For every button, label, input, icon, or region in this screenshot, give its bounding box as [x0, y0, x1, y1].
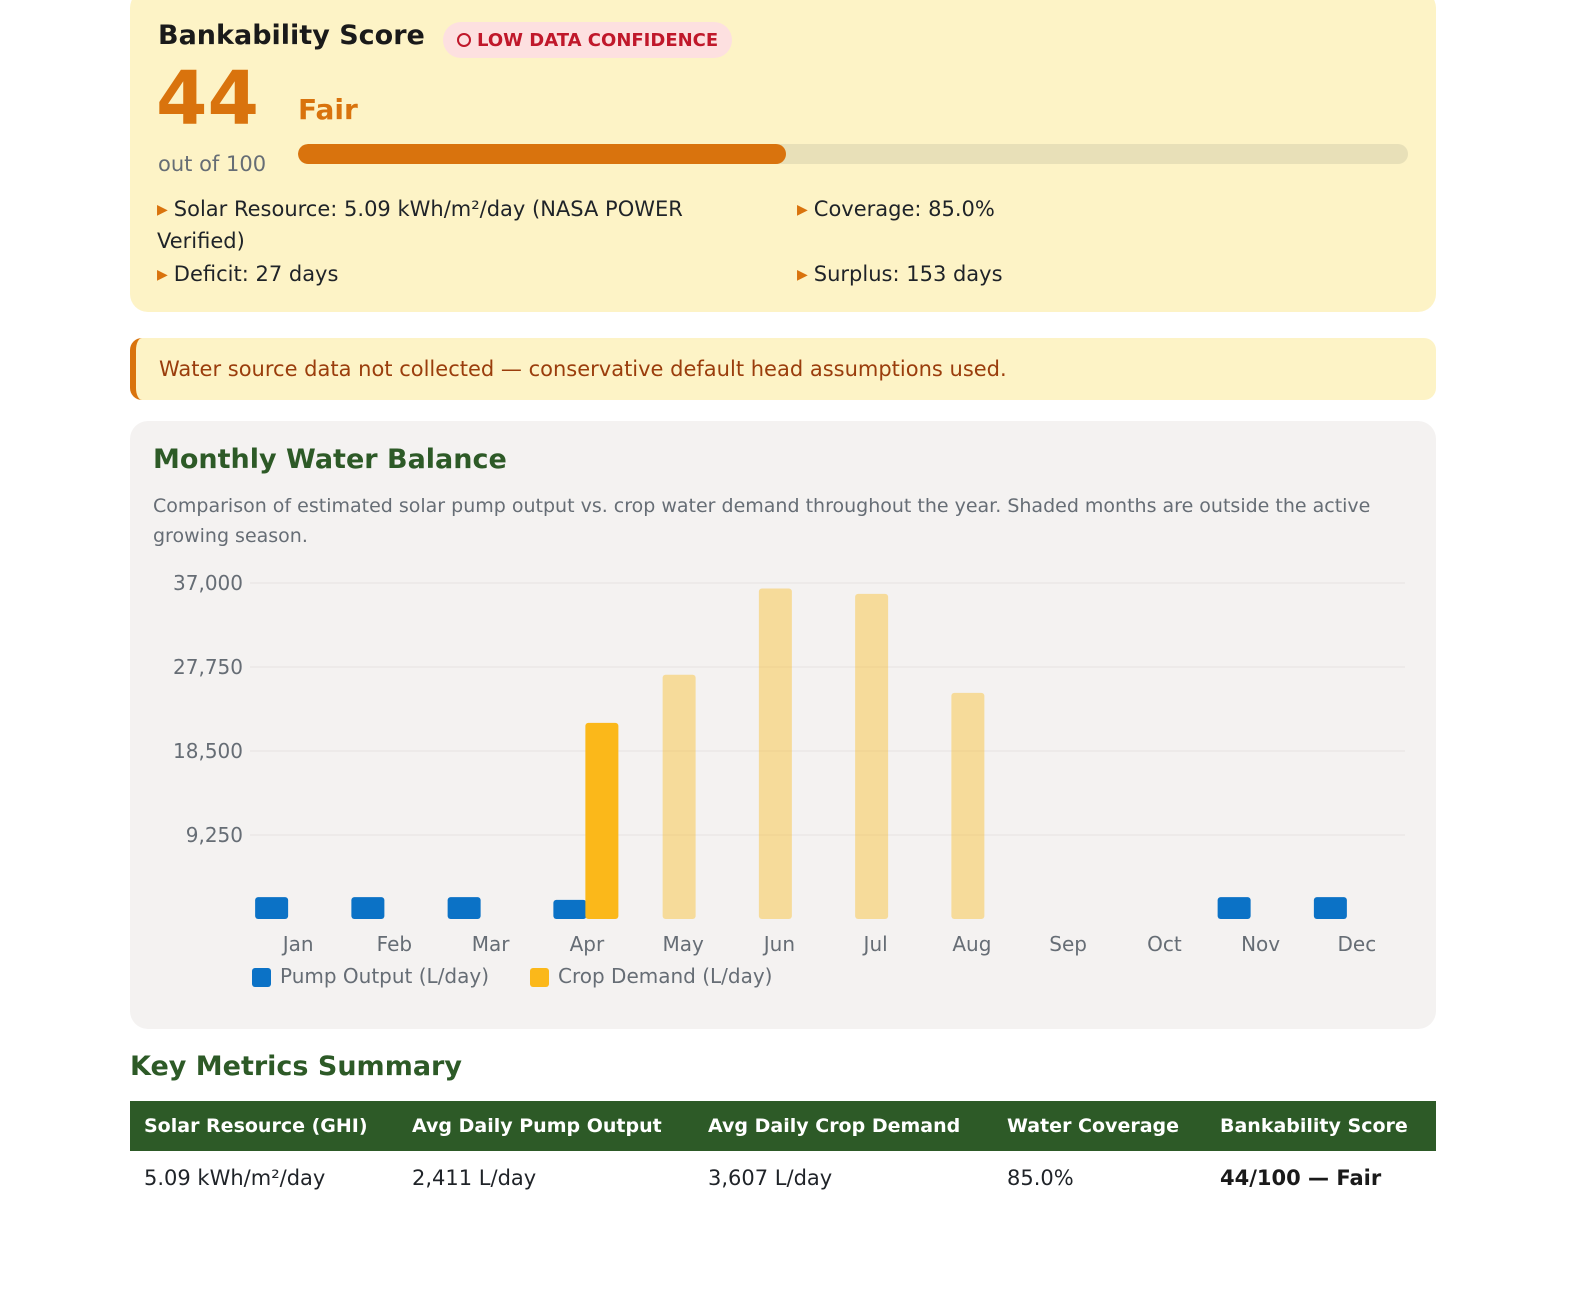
warning-circle-icon: [457, 33, 471, 47]
pump-output-bar: [351, 897, 385, 919]
legend-swatch: [530, 968, 549, 987]
score-value: 44: [156, 56, 259, 142]
x-tick-label: Jan: [281, 932, 314, 956]
legend-label: Crop Demand (L/day): [558, 964, 772, 988]
header-pump-output: Avg Daily Pump Output: [398, 1101, 694, 1151]
x-tick-label: Aug: [952, 932, 991, 956]
water-source-notice: Water source data not collected — conser…: [130, 338, 1436, 400]
pump-output-bar: [447, 897, 481, 919]
score-progress-fill: [298, 144, 787, 164]
low-confidence-badge-label: LOW DATA CONFIDENCE: [477, 29, 719, 51]
bankability-score-card: Bankability Score LOW DATA CONFIDENCE 44…: [130, 0, 1436, 312]
pump-output-bar: [255, 897, 289, 919]
y-tick-label: 37,000: [173, 571, 243, 595]
cell-solar-resource: 5.09 kWh/m²/day: [144, 1166, 326, 1190]
score-progress-bar: [298, 144, 1408, 164]
pump-output-bar: [553, 899, 587, 919]
cell-crop-demand: 3,607 L/day: [708, 1166, 833, 1190]
x-tick-label: Feb: [377, 932, 412, 956]
pump-output-bar: [1217, 897, 1251, 919]
fact-coverage: ▶ Coverage: 85.0%: [797, 195, 995, 227]
metrics-header-row: Solar Resource (GHI) Avg Daily Pump Outp…: [130, 1101, 1436, 1151]
cell-pump-output: 2,411 L/day: [412, 1166, 537, 1190]
chart-description: Comparison of estimated solar pump outpu…: [153, 495, 1371, 547]
bullet-triangle-icon: ▶: [157, 202, 168, 218]
metrics-table: Solar Resource (GHI) Avg Daily Pump Outp…: [130, 1101, 1436, 1205]
fact-coverage-text: Coverage: 85.0%: [813, 197, 995, 221]
fact-surplus-text: Surplus: 153 days: [813, 262, 1003, 286]
metrics-title: Key Metrics Summary: [130, 1051, 462, 1082]
header-bankability-score: Bankability Score: [1206, 1101, 1436, 1151]
water-source-notice-text: Water source data not collected — conser…: [159, 357, 1007, 381]
x-tick-label: Oct: [1147, 932, 1182, 956]
score-card-title: Bankability Score: [158, 20, 425, 51]
y-tick-label: 18,500: [173, 739, 243, 763]
x-tick-label: Sep: [1049, 932, 1087, 956]
x-tick-label: Nov: [1241, 932, 1280, 956]
x-tick-label: Mar: [472, 932, 511, 956]
monthly-water-balance-card: Monthly Water Balance Comparison of esti…: [130, 421, 1436, 1029]
legend-swatch: [252, 968, 271, 987]
crop-demand-bar: [855, 593, 889, 919]
fact-solar-resource-text: Solar Resource: 5.09 kWh/m²/day (NASA PO…: [157, 197, 683, 253]
cell-water-coverage: 85.0%: [1007, 1166, 1074, 1190]
crop-demand-bar: [951, 692, 985, 919]
score-out-of: out of 100: [158, 152, 267, 176]
fact-deficit: ▶ Deficit: 27 days: [157, 260, 338, 292]
x-tick-label: Jul: [862, 932, 888, 956]
fact-deficit-text: Deficit: 27 days: [173, 262, 339, 286]
bullet-triangle-icon: ▶: [797, 202, 808, 218]
crop-demand-bar: [585, 722, 619, 919]
water-balance-chart: 9,250 18,500 27,750 37,000 Jan Feb Mar Apr May Ju…: [173, 571, 1405, 988]
x-tick-label: Dec: [1338, 932, 1377, 956]
y-tick-label: 27,750: [173, 655, 243, 679]
header-solar-resource: Solar Resource (GHI): [130, 1101, 398, 1151]
cell-bankability-score: 44/100 — Fair: [1220, 1166, 1382, 1190]
crop-demand-bar: [758, 588, 792, 919]
fact-solar-resource: ▶ Solar Resource: 5.09 kWh/m²/day (NASA P…: [157, 195, 727, 256]
table-row: 5.09 kWh/m²/day 2,411 L/day 3,607 L/day …: [130, 1151, 1436, 1205]
y-tick-label: 9,250: [186, 823, 243, 847]
x-tick-label: Jun: [762, 932, 795, 956]
bullet-triangle-icon: ▶: [157, 267, 168, 283]
x-tick-label: May: [662, 932, 704, 956]
legend-label: Pump Output (L/day): [280, 964, 489, 988]
score-rating: Fair: [298, 93, 358, 126]
pump-output-bar: [1313, 897, 1347, 919]
header-crop-demand: Avg Daily Crop Demand: [694, 1101, 993, 1151]
x-tick-label: Apr: [570, 932, 605, 956]
fact-surplus: ▶ Surplus: 153 days: [797, 260, 1003, 292]
low-confidence-badge: LOW DATA CONFIDENCE: [443, 22, 733, 58]
chart-title: Monthly Water Balance: [153, 444, 507, 475]
crop-demand-bar: [662, 674, 696, 919]
header-water-coverage: Water Coverage: [993, 1101, 1206, 1151]
bullet-triangle-icon: ▶: [797, 267, 808, 283]
